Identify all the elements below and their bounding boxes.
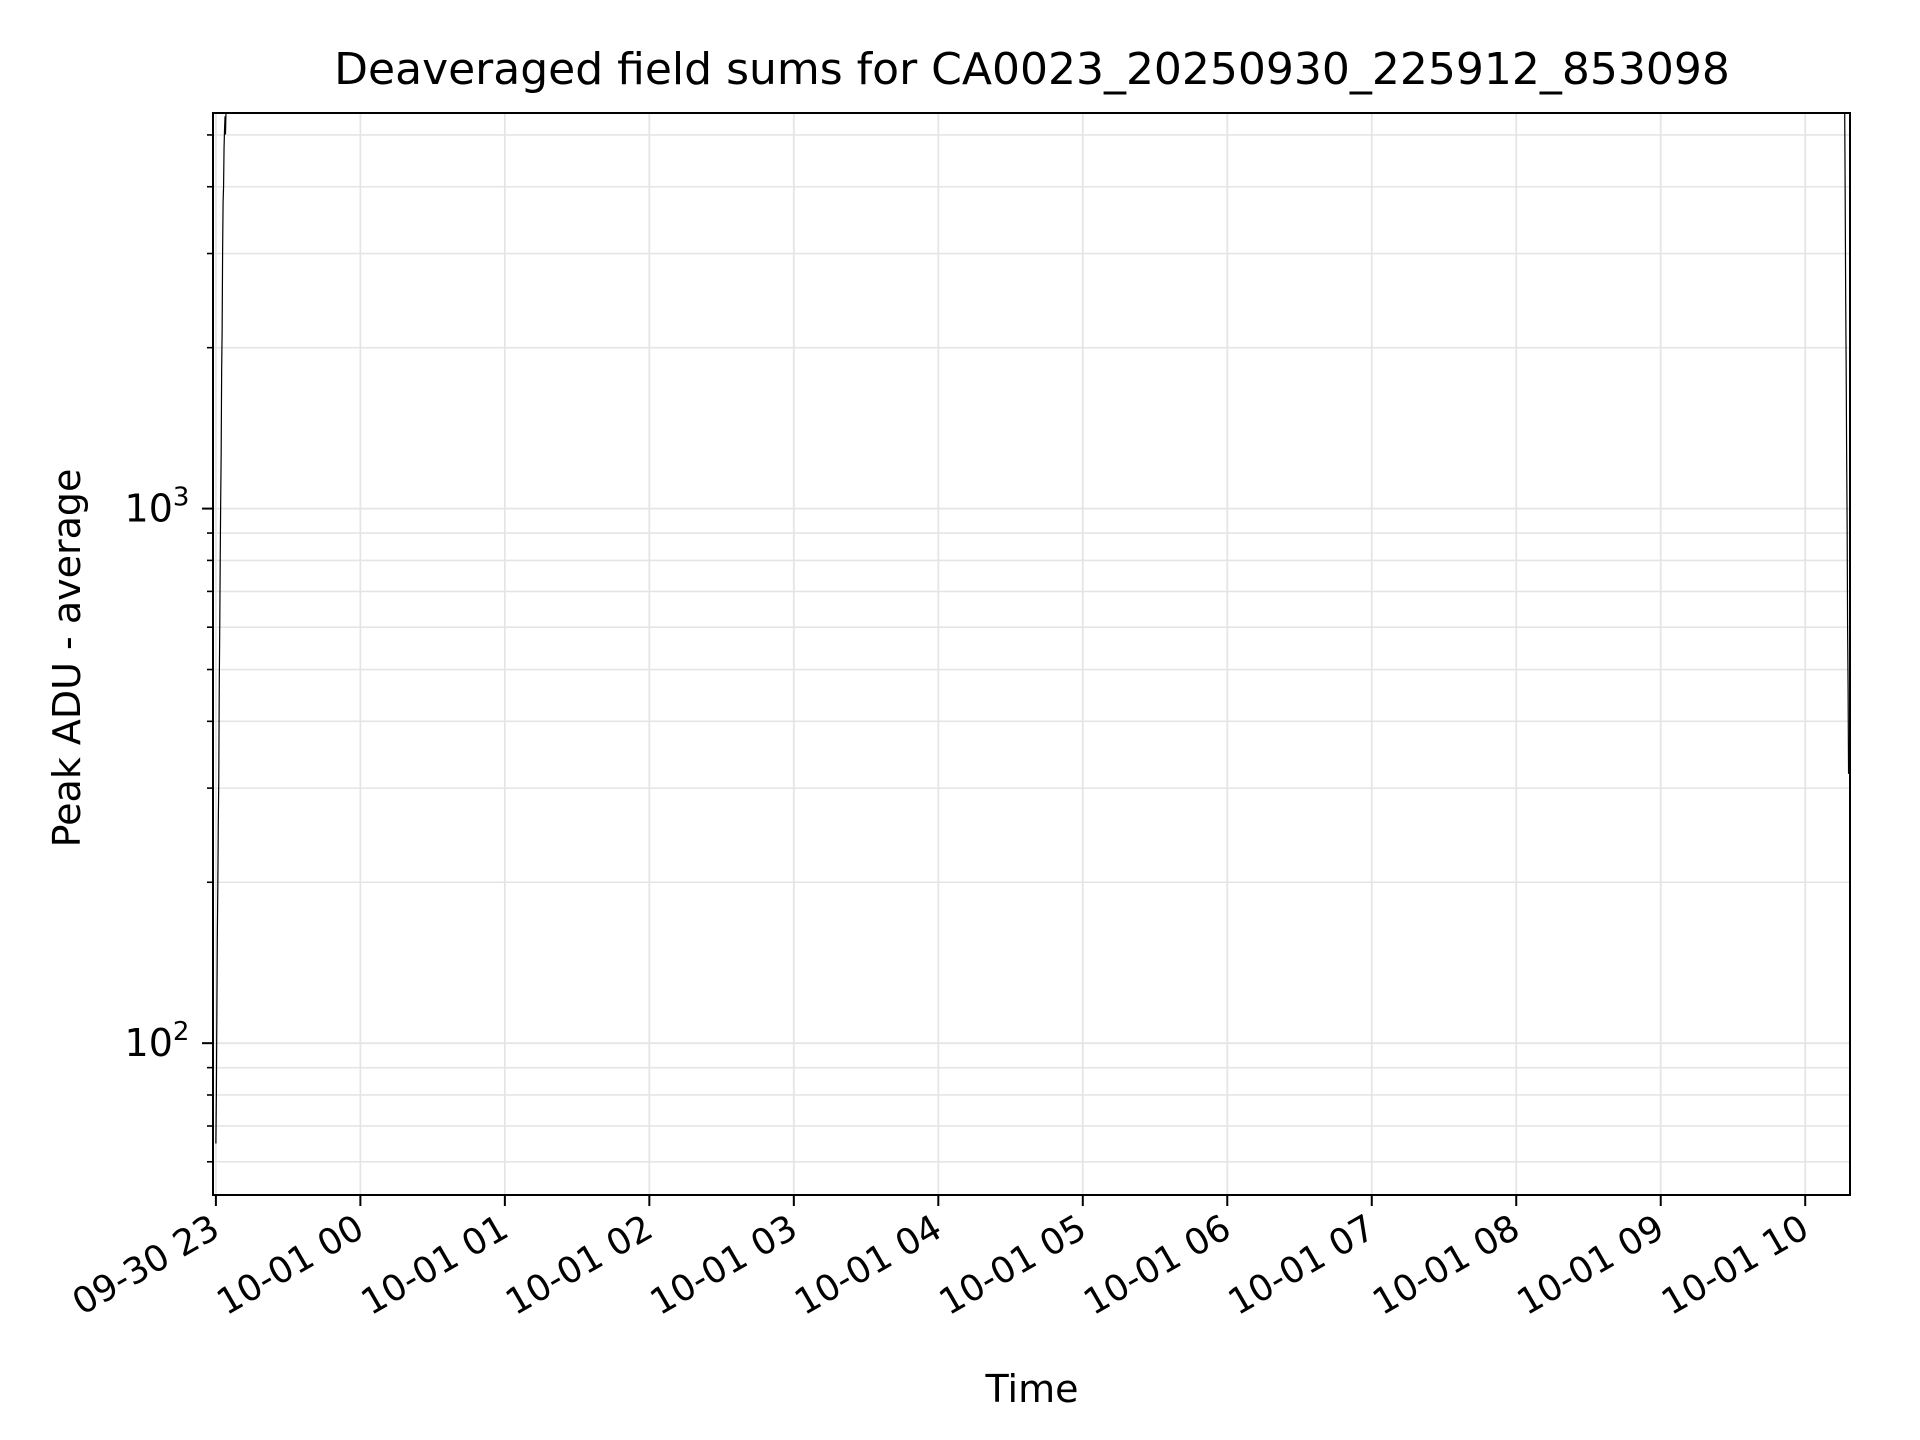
y-axis-label: Peak ADU - average	[45, 469, 89, 848]
chart-title: Deaveraged field sums for CA0023_2025093…	[334, 44, 1730, 95]
grid	[213, 113, 1850, 1195]
y-tick-label: 102	[125, 1017, 190, 1065]
y-tick-label: 103	[125, 483, 190, 531]
plot-frame	[212, 112, 1851, 1196]
x-axis-label: Time	[985, 1367, 1079, 1411]
